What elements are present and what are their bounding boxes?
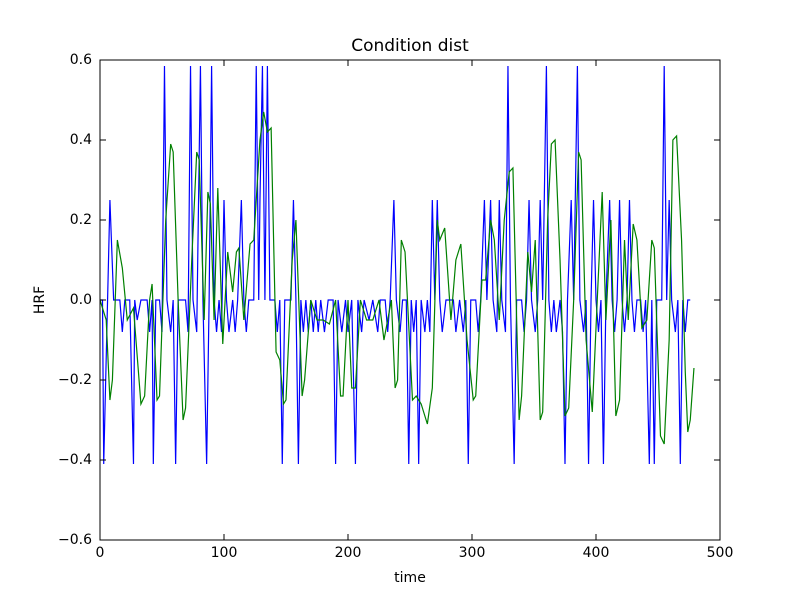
x-tick-label: 300 bbox=[459, 545, 486, 561]
y-tick-label: 0.4 bbox=[70, 132, 92, 148]
y-axis-label: HRF bbox=[32, 286, 48, 314]
y-tick-label: −0.6 bbox=[58, 532, 92, 548]
y-tick-label: −0.4 bbox=[58, 452, 92, 468]
x-axis-label: time bbox=[394, 570, 426, 586]
data-line bbox=[99, 111, 695, 445]
x-tick-label: 100 bbox=[211, 545, 238, 561]
x-tick-label: 500 bbox=[707, 545, 734, 561]
y-tick-label: 0.0 bbox=[70, 292, 92, 308]
x-tick-label: 400 bbox=[583, 545, 610, 561]
y-tick-label: 0.2 bbox=[70, 212, 92, 228]
chart-title: Condition dist bbox=[351, 36, 469, 56]
x-tick-label: 200 bbox=[335, 545, 362, 561]
x-tick-label: 0 bbox=[96, 545, 105, 561]
y-tick-label: 0.6 bbox=[70, 52, 92, 68]
data-line bbox=[100, 65, 691, 465]
y-tick-label: −0.2 bbox=[58, 372, 92, 388]
